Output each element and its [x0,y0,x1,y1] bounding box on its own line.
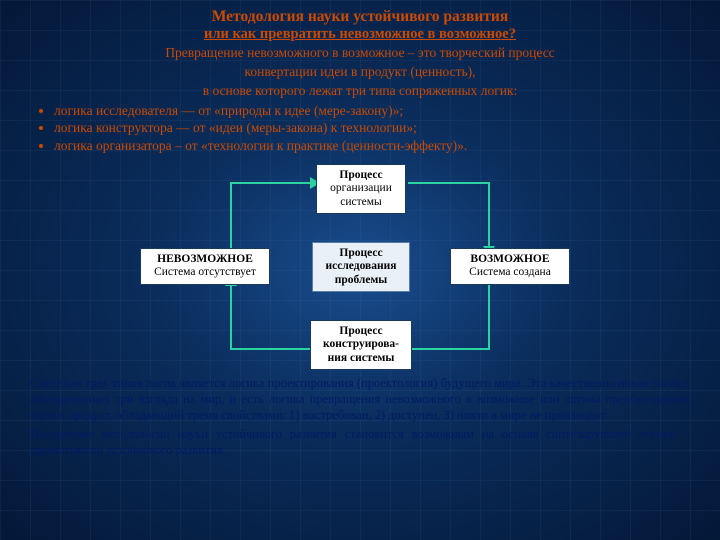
page-subtitle: или как превратить невозможное в возможн… [20,26,700,43]
arrow-segment [230,182,232,248]
arrow-segment [408,182,490,184]
arrow-segment [488,182,490,248]
arrow-segment [230,182,312,184]
diagram-node-bottom: Процесс конструирова- ния системы [310,320,412,370]
diagram-node-left: НЕВОЗМОЖНОЕ Система отсутствует [140,248,270,284]
bullet-list: логика исследователя — от «природы к иде… [20,102,700,155]
flow-diagram: Процесс организации системы НЕВОЗМОЖНОЕ … [80,160,640,372]
page-title: Методология науки устойчивого развития [20,8,700,26]
arrow-segment [230,348,312,350]
arrow-segment [488,284,490,350]
diagram-node-right: ВОЗМОЖНОЕ Система создана [450,248,570,284]
intro-line: Превращение невозможного в возможное – э… [20,45,700,62]
bullet-item: логика исследователя — от «природы к иде… [54,102,700,120]
diagram-node-top: Процесс организации системы [316,164,406,214]
footer-paragraph: Построение методологии науки устойчивого… [20,427,700,458]
intro-line: конвертации идеи в продукт (ценность), [20,64,700,81]
bullet-item: логика организатора – от «технологии к п… [54,137,700,155]
arrow-segment [230,284,232,350]
diagram-node-center: Процесс исследования проблемы [312,242,410,292]
arrow-segment [408,348,490,350]
bullet-item: логика конструктора — от «идеи (меры-зак… [54,119,700,137]
intro-line: в основе которого лежат три типа сопряже… [20,83,700,100]
footer-paragraph: Синтезом трех типов логик является логик… [20,376,700,423]
